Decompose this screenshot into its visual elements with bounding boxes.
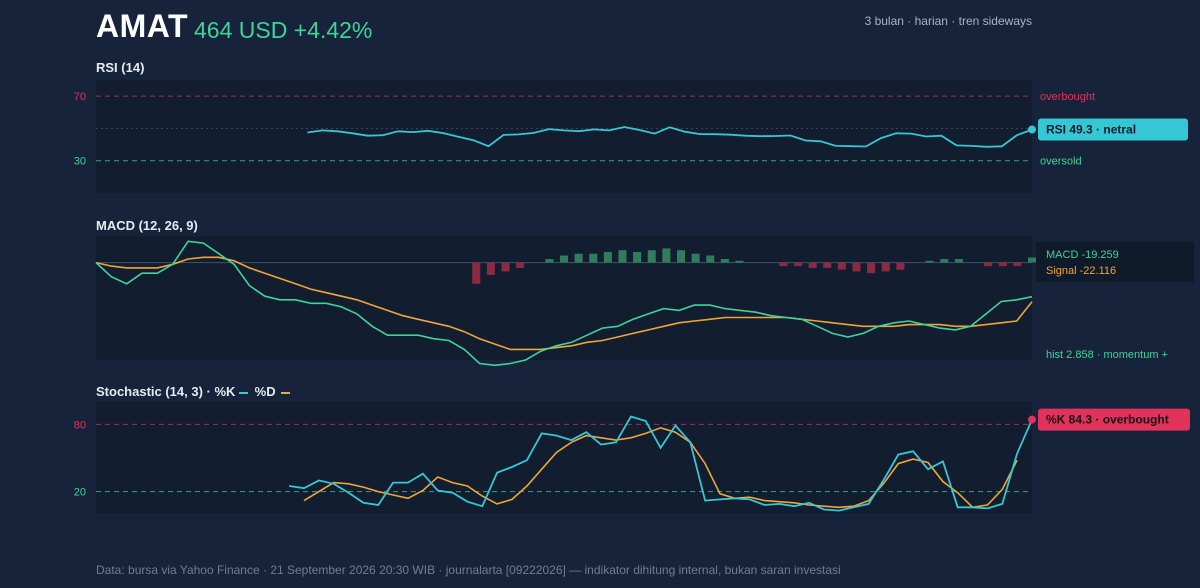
macd-hist-bar — [896, 262, 905, 270]
macd-hist-bar — [735, 260, 744, 263]
macd-hist-bar — [881, 262, 890, 272]
signal-readout: Signal -22.116 — [1046, 265, 1116, 277]
stoch-tick-20: 20 — [74, 487, 86, 499]
period-info: 3 bulan · harian · tren sideways — [864, 14, 1032, 28]
macd-hist-bar — [1027, 257, 1037, 263]
stoch-title: Stochastic (14, 3) · %K %D — [96, 384, 291, 399]
d-line — [303, 426, 1018, 509]
k-legend-swatch — [239, 391, 249, 394]
stoch-tick-80: 80 — [74, 419, 86, 431]
rsi-tick-30: 30 — [74, 156, 86, 168]
footer-note: Data: bursa via Yahoo Finance · 21 Septe… — [96, 563, 841, 577]
stoch-panel — [96, 402, 1032, 514]
k-line — [288, 415, 1033, 512]
rsi-title: RSI (14) — [96, 60, 145, 75]
macd-hist-bar — [574, 253, 583, 263]
macd-title: MACD (12, 26, 9) — [96, 218, 198, 233]
d-legend-swatch — [281, 391, 291, 394]
macd-hist-bar — [823, 262, 832, 268]
k-badge-bg — [1038, 408, 1190, 431]
macd-hist-bar — [852, 262, 861, 272]
macd-hist-bar — [486, 262, 495, 275]
macd-readout-box — [1036, 242, 1194, 282]
macd-hist-bar — [1013, 262, 1022, 267]
macd-readout: MACD -19.259 — [1046, 249, 1119, 261]
rsi-level-70-label: overbought — [1040, 91, 1095, 103]
price-change: 464 USD +4.42% — [194, 17, 373, 43]
signal-line — [95, 256, 1033, 351]
macd-hist-bar — [793, 262, 803, 267]
macd-hist-bar — [954, 259, 963, 263]
macd-hist-bar — [501, 262, 510, 272]
macd-hist-bar — [633, 251, 642, 263]
macd-hist-bar — [984, 262, 993, 267]
rsi-badge: RSI 49.3 · netral — [1046, 123, 1136, 137]
ticker-symbol: AMAT — [96, 8, 189, 44]
macd-hist-bar — [720, 259, 729, 263]
stoch-title-text: Stochastic (14, 3) · %K — [96, 384, 240, 399]
macd-line — [95, 240, 1033, 367]
macd-hist-bar — [808, 262, 817, 268]
macd-hist-bar — [867, 262, 876, 274]
macd-hist-bar — [559, 255, 569, 263]
macd-hist-bar — [779, 262, 788, 267]
macd-hist-bar — [691, 253, 700, 263]
macd-hist-bar — [603, 251, 612, 263]
rsi-last-point — [1028, 125, 1036, 134]
macd-hist-bar — [676, 250, 686, 263]
k-last-point — [1028, 415, 1036, 424]
macd-hist-bar — [516, 262, 525, 268]
macd-panel — [96, 236, 1032, 360]
rsi-level-30-label: oversold — [1040, 156, 1082, 168]
hist-readout: hist 2.858 · momentum + — [1046, 349, 1168, 361]
rsi-panel — [96, 80, 1032, 193]
d-legend-label: %D — [251, 384, 280, 399]
macd-hist-bar — [545, 259, 554, 263]
macd-hist-bar — [472, 262, 481, 284]
macd-hist-bar — [998, 262, 1007, 267]
macd-hist-bar — [618, 250, 627, 263]
macd-hist-bar — [589, 253, 598, 263]
rsi-tick-70: 70 — [74, 91, 86, 103]
macd-hist-bar — [662, 248, 671, 263]
rsi-line — [307, 126, 1033, 148]
macd-hist-bar — [925, 260, 934, 263]
macd-hist-bar — [940, 259, 949, 263]
macd-hist-bar — [647, 250, 656, 263]
macd-hist-bar — [706, 255, 715, 263]
macd-hist-bar — [837, 262, 846, 270]
k-badge: %K 84.3 · overbought — [1046, 413, 1169, 427]
rsi-badge-bg — [1038, 118, 1188, 141]
